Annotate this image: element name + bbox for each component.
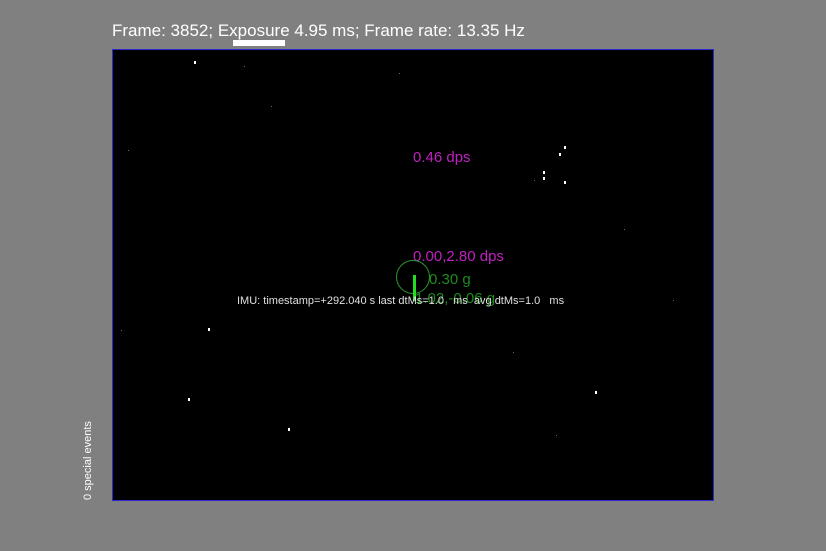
event-dot xyxy=(244,66,245,67)
event-dot xyxy=(399,73,400,74)
event-dot xyxy=(564,146,566,149)
event-dot xyxy=(624,229,625,230)
event-dot xyxy=(208,328,210,331)
gyro-rate-label: 0.46 dps xyxy=(413,149,471,166)
event-dot xyxy=(271,106,272,107)
accel-g-label: 0.30 g xyxy=(429,271,471,288)
event-dot xyxy=(194,61,196,64)
imu-status-text: IMU: timestamp=+292.040 s last dtMs=1.0 … xyxy=(237,295,565,307)
event-dot xyxy=(673,300,674,301)
event-dot xyxy=(543,177,545,180)
accel-z-label: 1.02,-0.06 g xyxy=(415,290,496,307)
special-events-label: 0 special events xyxy=(82,421,94,500)
event-dot xyxy=(534,180,535,181)
frame-status-text: Frame: 3852; Exposure 4.95 ms; Frame rat… xyxy=(112,21,525,40)
event-dot xyxy=(121,330,122,331)
event-dot xyxy=(595,391,597,394)
exposure-indicator-bar xyxy=(233,40,285,46)
event-dot xyxy=(188,398,190,401)
event-dot xyxy=(128,150,129,151)
event-dot xyxy=(288,428,290,431)
accel-bar-icon xyxy=(413,275,416,301)
event-dot xyxy=(513,352,514,353)
gyro-xy-label: 0.00,2.80 dps xyxy=(413,248,504,265)
event-camera-view[interactable]: 0.46 dps 0.00,2.80 dps 0.30 g 1.02,-0.06… xyxy=(112,49,714,501)
event-dot xyxy=(543,171,545,174)
event-dot xyxy=(559,153,561,156)
event-dot xyxy=(564,181,566,184)
event-dot xyxy=(556,435,557,436)
